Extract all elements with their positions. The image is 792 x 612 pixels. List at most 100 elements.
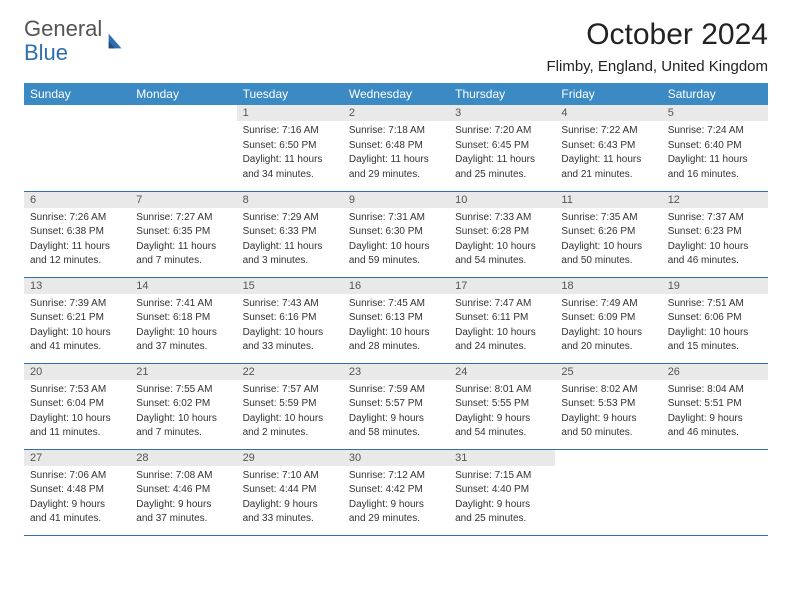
sunset-text: Sunset: 6:18 PM xyxy=(136,311,230,325)
logo: General Blue xyxy=(24,18,127,64)
sunset-text: Sunset: 6:50 PM xyxy=(243,139,337,153)
day-number: 27 xyxy=(24,450,130,466)
day2-text: and 34 minutes. xyxy=(243,168,337,182)
sunrise-text: Sunrise: 7:31 AM xyxy=(349,211,443,225)
sunset-text: Sunset: 5:57 PM xyxy=(349,397,443,411)
calendar-cell: 12Sunrise: 7:37 AMSunset: 6:23 PMDayligh… xyxy=(662,191,768,277)
sunset-text: Sunset: 4:46 PM xyxy=(136,483,230,497)
day-content: Sunrise: 7:27 AMSunset: 6:35 PMDaylight:… xyxy=(130,208,236,273)
dayhead-fri: Friday xyxy=(555,83,661,105)
day1-text: Daylight: 10 hours xyxy=(243,326,337,340)
day1-text: Daylight: 11 hours xyxy=(455,153,549,167)
day-content: Sunrise: 7:37 AMSunset: 6:23 PMDaylight:… xyxy=(662,208,768,273)
day-content: Sunrise: 7:29 AMSunset: 6:33 PMDaylight:… xyxy=(237,208,343,273)
calendar-cell: 22Sunrise: 7:57 AMSunset: 5:59 PMDayligh… xyxy=(237,363,343,449)
sunrise-text: Sunrise: 7:57 AM xyxy=(243,383,337,397)
sunrise-text: Sunrise: 7:37 AM xyxy=(668,211,762,225)
day-number: 14 xyxy=(130,278,236,294)
sunrise-text: Sunrise: 7:53 AM xyxy=(30,383,124,397)
day-content: Sunrise: 7:53 AMSunset: 6:04 PMDaylight:… xyxy=(24,380,130,445)
day2-text: and 41 minutes. xyxy=(30,340,124,354)
day1-text: Daylight: 11 hours xyxy=(30,240,124,254)
sunrise-text: Sunrise: 7:33 AM xyxy=(455,211,549,225)
dayhead-wed: Wednesday xyxy=(343,83,449,105)
day-content: Sunrise: 7:45 AMSunset: 6:13 PMDaylight:… xyxy=(343,294,449,359)
calendar-week-row: 20Sunrise: 7:53 AMSunset: 6:04 PMDayligh… xyxy=(24,363,768,449)
day-content: Sunrise: 7:15 AMSunset: 4:40 PMDaylight:… xyxy=(449,466,555,531)
sunrise-text: Sunrise: 8:01 AM xyxy=(455,383,549,397)
sunset-text: Sunset: 6:30 PM xyxy=(349,225,443,239)
day-content: Sunrise: 7:35 AMSunset: 6:26 PMDaylight:… xyxy=(555,208,661,273)
day-number: 25 xyxy=(555,364,661,380)
day2-text: and 37 minutes. xyxy=(136,512,230,526)
day-content: Sunrise: 7:51 AMSunset: 6:06 PMDaylight:… xyxy=(662,294,768,359)
day1-text: Daylight: 9 hours xyxy=(349,498,443,512)
day1-text: Daylight: 10 hours xyxy=(668,240,762,254)
day-content: Sunrise: 7:16 AMSunset: 6:50 PMDaylight:… xyxy=(237,121,343,186)
month-title: October 2024 xyxy=(547,18,769,52)
sunrise-text: Sunrise: 7:26 AM xyxy=(30,211,124,225)
calendar-cell xyxy=(130,105,236,191)
sunrise-text: Sunrise: 7:45 AM xyxy=(349,297,443,311)
logo-word1: General xyxy=(24,16,102,41)
calendar-cell: 7Sunrise: 7:27 AMSunset: 6:35 PMDaylight… xyxy=(130,191,236,277)
day1-text: Daylight: 9 hours xyxy=(30,498,124,512)
calendar-cell: 8Sunrise: 7:29 AMSunset: 6:33 PMDaylight… xyxy=(237,191,343,277)
day-content: Sunrise: 7:47 AMSunset: 6:11 PMDaylight:… xyxy=(449,294,555,359)
sunset-text: Sunset: 4:42 PM xyxy=(349,483,443,497)
sunset-text: Sunset: 5:51 PM xyxy=(668,397,762,411)
day-content: Sunrise: 7:31 AMSunset: 6:30 PMDaylight:… xyxy=(343,208,449,273)
day2-text: and 33 minutes. xyxy=(243,340,337,354)
sunset-text: Sunset: 6:48 PM xyxy=(349,139,443,153)
sunrise-text: Sunrise: 7:41 AM xyxy=(136,297,230,311)
calendar-week-row: 1Sunrise: 7:16 AMSunset: 6:50 PMDaylight… xyxy=(24,105,768,191)
calendar-cell: 27Sunrise: 7:06 AMSunset: 4:48 PMDayligh… xyxy=(24,449,130,535)
calendar-cell: 20Sunrise: 7:53 AMSunset: 6:04 PMDayligh… xyxy=(24,363,130,449)
sunrise-text: Sunrise: 7:24 AM xyxy=(668,124,762,138)
dayhead-sun: Sunday xyxy=(24,83,130,105)
day-content: Sunrise: 8:02 AMSunset: 5:53 PMDaylight:… xyxy=(555,380,661,445)
sunset-text: Sunset: 6:45 PM xyxy=(455,139,549,153)
day2-text: and 54 minutes. xyxy=(455,426,549,440)
sunrise-text: Sunrise: 7:47 AM xyxy=(455,297,549,311)
location-text: Flimby, England, United Kingdom xyxy=(547,58,769,75)
sunrise-text: Sunrise: 7:49 AM xyxy=(561,297,655,311)
day-number: 15 xyxy=(237,278,343,294)
day-content: Sunrise: 7:18 AMSunset: 6:48 PMDaylight:… xyxy=(343,121,449,186)
logo-word2: Blue xyxy=(24,42,68,64)
day2-text: and 46 minutes. xyxy=(668,254,762,268)
sunrise-text: Sunrise: 7:20 AM xyxy=(455,124,549,138)
calendar-cell: 16Sunrise: 7:45 AMSunset: 6:13 PMDayligh… xyxy=(343,277,449,363)
day1-text: Daylight: 10 hours xyxy=(455,240,549,254)
day-content: Sunrise: 7:08 AMSunset: 4:46 PMDaylight:… xyxy=(130,466,236,531)
calendar-cell: 3Sunrise: 7:20 AMSunset: 6:45 PMDaylight… xyxy=(449,105,555,191)
calendar-cell: 24Sunrise: 8:01 AMSunset: 5:55 PMDayligh… xyxy=(449,363,555,449)
sunrise-text: Sunrise: 7:18 AM xyxy=(349,124,443,138)
day1-text: Daylight: 9 hours xyxy=(243,498,337,512)
day-number: 7 xyxy=(130,192,236,208)
calendar-cell: 14Sunrise: 7:41 AMSunset: 6:18 PMDayligh… xyxy=(130,277,236,363)
day2-text: and 58 minutes. xyxy=(349,426,443,440)
sunset-text: Sunset: 6:28 PM xyxy=(455,225,549,239)
day1-text: Daylight: 10 hours xyxy=(243,412,337,426)
day1-text: Daylight: 10 hours xyxy=(561,240,655,254)
dayhead-thu: Thursday xyxy=(449,83,555,105)
sunrise-text: Sunrise: 7:29 AM xyxy=(243,211,337,225)
day-number: 17 xyxy=(449,278,555,294)
sunrise-text: Sunrise: 8:04 AM xyxy=(668,383,762,397)
day-number: 21 xyxy=(130,364,236,380)
day2-text: and 3 minutes. xyxy=(243,254,337,268)
sunrise-text: Sunrise: 7:08 AM xyxy=(136,469,230,483)
day-number: 9 xyxy=(343,192,449,208)
day-number: 10 xyxy=(449,192,555,208)
day1-text: Daylight: 10 hours xyxy=(561,326,655,340)
sunset-text: Sunset: 6:11 PM xyxy=(455,311,549,325)
calendar-cell: 6Sunrise: 7:26 AMSunset: 6:38 PMDaylight… xyxy=(24,191,130,277)
day-content: Sunrise: 7:12 AMSunset: 4:42 PMDaylight:… xyxy=(343,466,449,531)
sunrise-text: Sunrise: 7:39 AM xyxy=(30,297,124,311)
day2-text: and 29 minutes. xyxy=(349,168,443,182)
sunset-text: Sunset: 6:21 PM xyxy=(30,311,124,325)
calendar-cell: 9Sunrise: 7:31 AMSunset: 6:30 PMDaylight… xyxy=(343,191,449,277)
sunrise-text: Sunrise: 7:35 AM xyxy=(561,211,655,225)
day2-text: and 7 minutes. xyxy=(136,426,230,440)
